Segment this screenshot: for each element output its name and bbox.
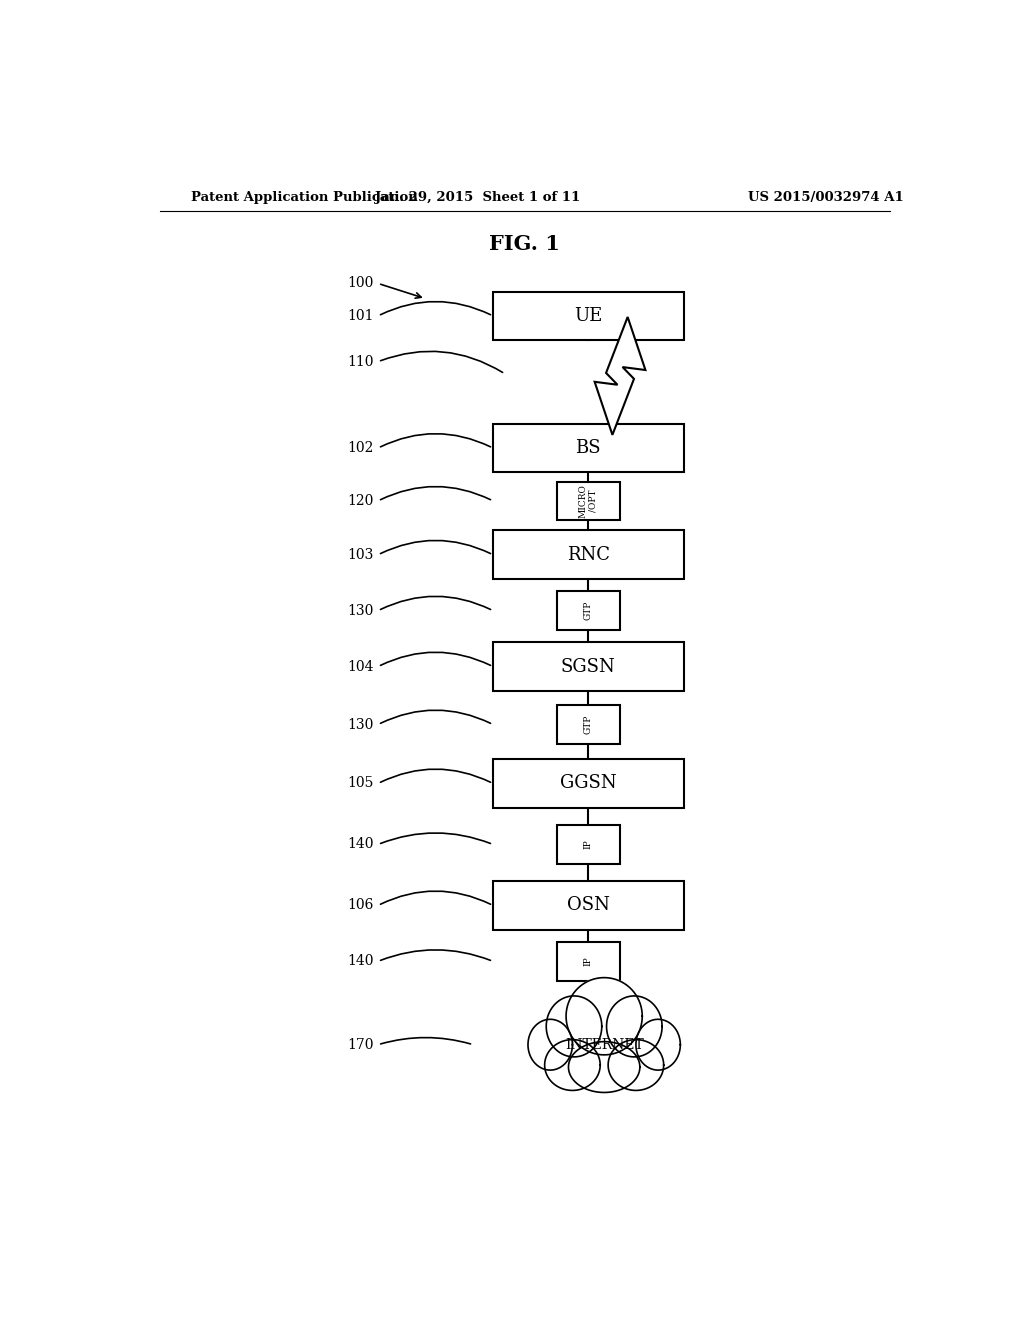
Text: 130: 130	[347, 718, 374, 731]
Text: INTERNET: INTERNET	[565, 1038, 643, 1052]
Text: GTP: GTP	[584, 715, 593, 734]
Text: MICRO
/OPT: MICRO /OPT	[579, 484, 598, 517]
Text: OSN: OSN	[567, 896, 609, 915]
Polygon shape	[608, 1040, 664, 1090]
Bar	[494, 759, 684, 808]
Bar	[556, 482, 620, 520]
Polygon shape	[636, 1019, 680, 1071]
Text: 140: 140	[347, 837, 374, 851]
Text: 101: 101	[347, 309, 374, 323]
Text: Jan. 29, 2015  Sheet 1 of 11: Jan. 29, 2015 Sheet 1 of 11	[375, 190, 580, 203]
Text: 140: 140	[347, 954, 374, 969]
Text: GTP: GTP	[584, 601, 593, 620]
Text: BS: BS	[575, 440, 601, 457]
Text: 103: 103	[347, 548, 374, 562]
Bar	[494, 292, 684, 341]
Text: RNC: RNC	[567, 545, 609, 564]
Polygon shape	[545, 1040, 600, 1090]
Text: 102: 102	[347, 441, 374, 455]
Bar	[494, 531, 684, 579]
Bar	[556, 591, 620, 630]
Text: SGSN: SGSN	[561, 657, 615, 676]
Text: 130: 130	[347, 603, 374, 618]
Bar	[556, 942, 620, 981]
Bar	[494, 643, 684, 690]
Bar	[556, 705, 620, 744]
Polygon shape	[606, 995, 663, 1057]
Text: FIG. 1: FIG. 1	[489, 234, 560, 253]
Text: 120: 120	[347, 494, 374, 508]
Text: 100: 100	[347, 276, 374, 290]
Text: IP: IP	[584, 957, 593, 966]
Bar	[494, 424, 684, 473]
Polygon shape	[528, 1019, 572, 1071]
Text: IP: IP	[584, 840, 593, 849]
Text: UE: UE	[574, 308, 602, 325]
Polygon shape	[566, 978, 642, 1055]
Text: Patent Application Publication: Patent Application Publication	[191, 190, 418, 203]
Text: 170: 170	[347, 1038, 374, 1052]
Text: 104: 104	[347, 660, 374, 673]
Polygon shape	[546, 995, 602, 1057]
Text: US 2015/0032974 A1: US 2015/0032974 A1	[749, 190, 904, 203]
Polygon shape	[568, 1041, 640, 1093]
Text: 106: 106	[347, 899, 374, 912]
Text: 105: 105	[347, 776, 374, 791]
Bar	[494, 880, 684, 929]
Bar	[556, 825, 620, 863]
Text: 110: 110	[347, 355, 374, 368]
Text: GGSN: GGSN	[560, 775, 616, 792]
Polygon shape	[595, 317, 645, 434]
